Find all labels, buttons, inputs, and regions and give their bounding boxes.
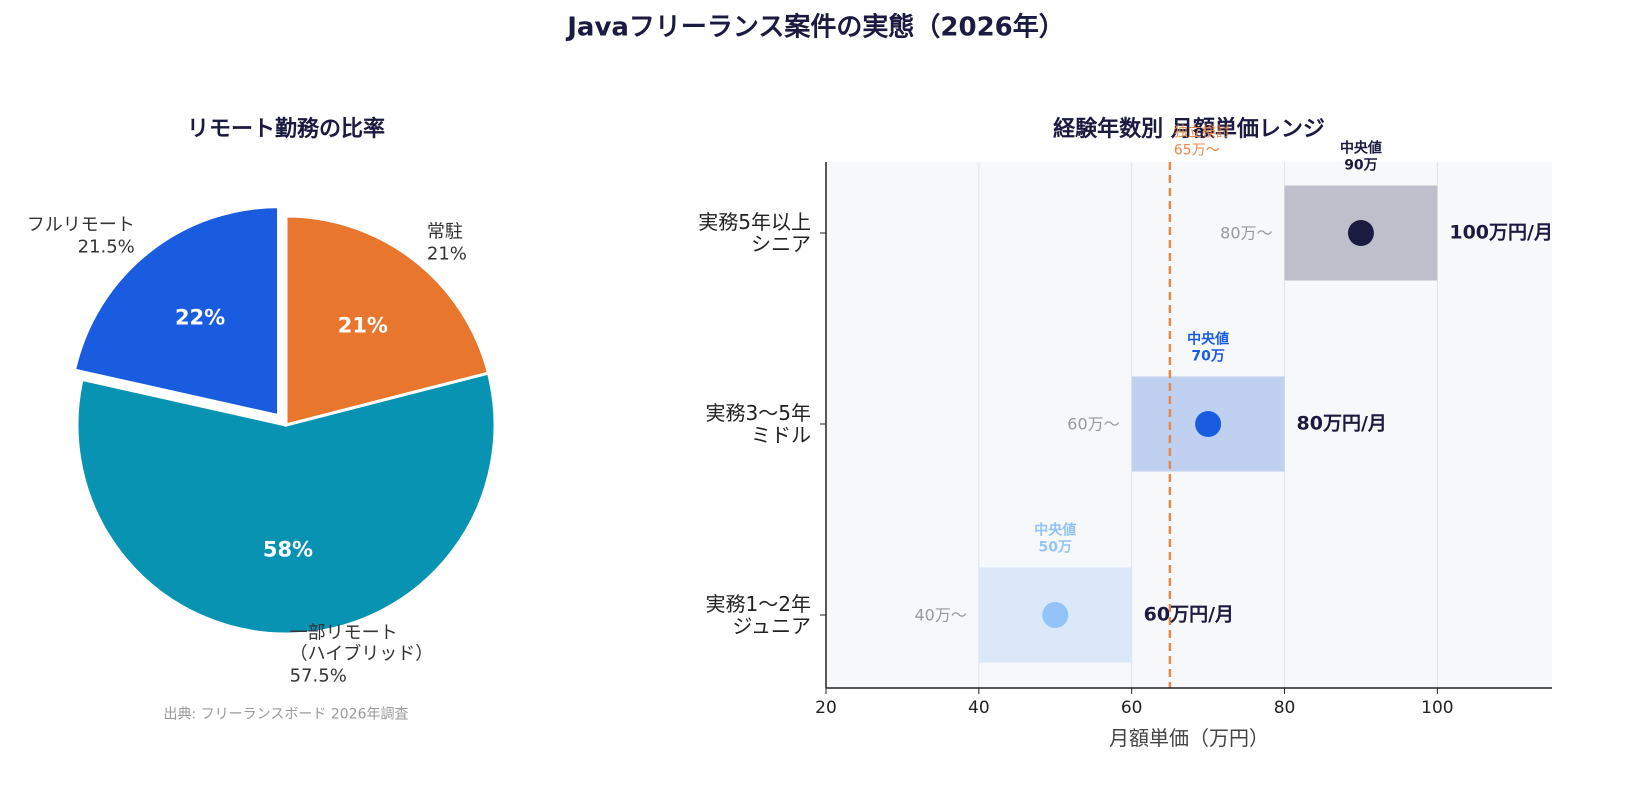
slice-label: 一部リモート （ハイブリッド） 57.5% [290, 622, 434, 687]
pct-label: 58% [262, 537, 314, 562]
slice-name: 常駐 [426, 221, 463, 243]
pie-slice [284, 214, 491, 427]
y-tick-label: 実務1〜2年 ジュニア [705, 592, 811, 638]
low-label: 80万〜 [1220, 223, 1273, 243]
x-tick-label: 80 [1273, 697, 1296, 718]
median-label: 中央値 70万 [1187, 331, 1230, 365]
slice-value: 21% [426, 243, 467, 265]
y-tick-label: 実務5年以上 シニア [698, 210, 811, 256]
source-note: 出典: フリーランスボード 2026年調査 [163, 706, 409, 723]
median-dot [1347, 220, 1374, 246]
median-dot [1042, 602, 1069, 628]
slice-value: 21.5% [77, 236, 135, 258]
high-label: 60万円/月 [1143, 603, 1235, 626]
main-title: Javaフリーランス案件の実態（2026年） [567, 12, 1065, 43]
median-dot [1195, 411, 1222, 437]
high-label: 100万円/月 [1449, 221, 1553, 244]
x-axis-label: 月額単価（万円） [1109, 726, 1269, 750]
slice-label: フルリモート 21.5% [27, 215, 135, 258]
range-title: 経験年数別 月額単価レンジ [1053, 116, 1325, 142]
median-label: 中央値 90万 [1339, 140, 1382, 174]
pct-label: 21% [337, 313, 388, 338]
x-tick-label: 20 [815, 697, 837, 718]
x-tick-label: 100 [1421, 697, 1454, 718]
x-tick-label: 40 [968, 697, 990, 718]
pct-label: 22% [174, 305, 226, 330]
low-label: 40万〜 [914, 605, 967, 625]
pie-slice [72, 205, 280, 418]
slice-name: フルリモート [26, 214, 135, 236]
pie-slice [75, 371, 497, 636]
slice-name: 一部リモート （ハイブリッド） [289, 622, 434, 666]
high-label: 80万円/月 [1296, 412, 1387, 435]
low-label: 60万〜 [1067, 414, 1120, 434]
slice-value: 57.5% [289, 665, 347, 687]
threshold-label: 独立検討 65万〜 [1173, 124, 1230, 159]
pie-title: リモート勤務の比率 [186, 116, 386, 142]
y-tick-label: 実務3〜5年 ミドル [705, 401, 811, 447]
median-label: 中央値 50万 [1034, 522, 1077, 556]
x-tick-label: 60 [1120, 697, 1143, 718]
slice-label: 常駐 21% [427, 222, 467, 265]
